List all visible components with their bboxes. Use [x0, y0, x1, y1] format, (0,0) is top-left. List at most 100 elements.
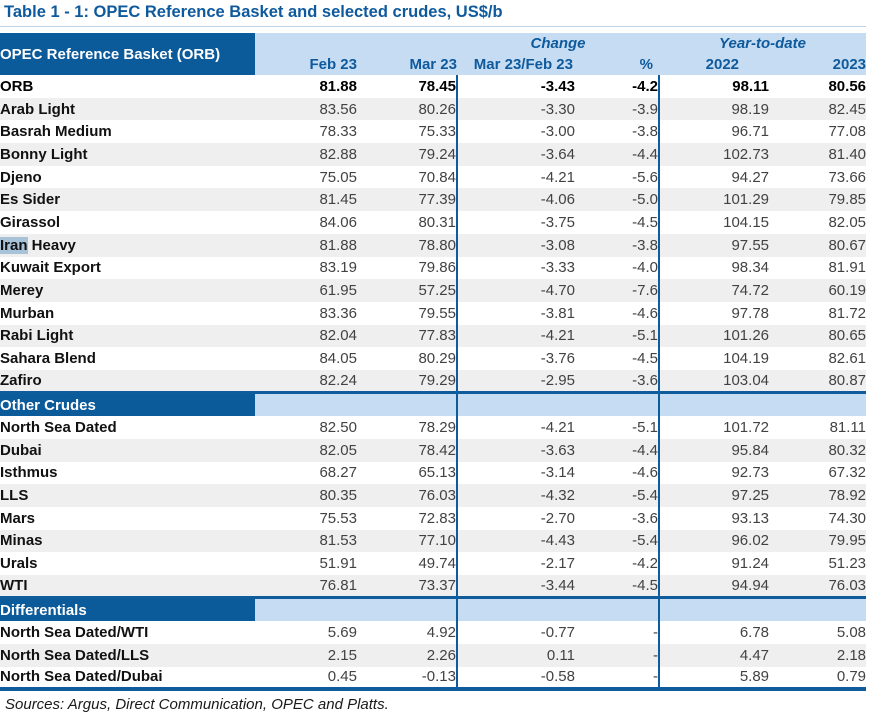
ytd-group-header: Year-to-date — [659, 33, 867, 54]
corner-header: OPEC Reference Basket (ORB) — [0, 33, 255, 75]
value-cell: 82.88 — [255, 143, 357, 166]
value-cell: 68.27 — [319, 464, 357, 482]
value-cell: 5.08 — [836, 623, 867, 641]
value-cell: -3.8 — [632, 123, 659, 141]
value-cell: 72.83 — [418, 509, 456, 527]
value-cell: 104.19 — [658, 347, 770, 370]
value-cell: -4.5 — [632, 350, 659, 368]
value-cell: 94.27 — [658, 165, 770, 189]
table-header: OPEC Reference Basket (ORB) Change Year-… — [0, 33, 867, 75]
value-cell: 2.18 — [769, 643, 867, 667]
value-cell: 101.29 — [658, 188, 770, 212]
section-fill-cell — [575, 391, 660, 417]
crude-label-cell: Kuwait Export — [0, 259, 101, 277]
value-cell: 101.72 — [658, 416, 770, 439]
value-cell: -5.1 — [575, 324, 660, 348]
value-cell: 77.08 — [828, 123, 867, 141]
value-cell: 103.04 — [658, 369, 770, 393]
value-cell: -4.21 — [456, 416, 575, 439]
value-cell: 91.24 — [658, 552, 770, 575]
value-cell: 80.32 — [769, 438, 867, 462]
value-cell: 74.72 — [658, 279, 770, 302]
value-cell: -3.8 — [575, 233, 660, 257]
table-row-es-sider: Es Sider 81.45 77.39 -4.06 -5.0 101.29 79.85 — [0, 188, 867, 212]
value-cell: 77.83 — [357, 324, 457, 348]
table-row-rabi-light: Rabi Light 82.04 77.83 -4.21 -5.1 101.26 80.65 — [0, 324, 867, 348]
value-cell: -3.00 — [456, 120, 575, 144]
value-cell: 5.89 — [658, 666, 770, 692]
value-cell: 82.50 — [319, 418, 357, 436]
value-cell: 78.45 — [418, 77, 456, 95]
value-cell: -3.64 — [456, 143, 575, 166]
section-fill-cell — [769, 391, 867, 417]
value-cell: -2.17 — [456, 552, 575, 575]
value-cell: 81.40 — [769, 143, 867, 166]
value-cell: 51.23 — [828, 555, 867, 573]
value-cell: 96.02 — [658, 529, 770, 553]
value-cell: 4.92 — [426, 623, 456, 641]
selected-text: Iran — [0, 236, 28, 254]
crude-label-cell: North Sea Dated/LLS — [0, 643, 255, 667]
table-row-isthmus: Isthmus 68.27 65.13 -3.14 -4.6 92.73 67.32 — [0, 461, 866, 485]
value-cell: 6.78 — [658, 621, 770, 644]
value-cell: 76.81 — [255, 574, 357, 598]
crude-label-cell: Es Sider — [0, 188, 255, 212]
table-row-kuwait-export: Kuwait Export 83.19 79.86 -3.33 -4.0 98.34 81.… — [0, 256, 867, 280]
crude-label-cell: Djeno — [0, 168, 42, 186]
value-cell: 82.05 — [255, 438, 357, 462]
value-cell: 5.69 — [327, 623, 357, 641]
value-cell: 82.61 — [828, 350, 867, 368]
table-row-merey: Merey 61.95 57.25 -4.70 -7.6 74.72 60.19 — [0, 279, 867, 302]
value-cell: 74.30 — [828, 509, 867, 527]
value-cell: 77.10 — [357, 529, 457, 553]
value-cell: 80.31 — [418, 213, 456, 231]
crude-label-cell: North Sea Dated/Dubai — [0, 666, 255, 692]
crude-label-cell: LLS — [0, 484, 255, 507]
table-row-iran-heavy: Iran Heavy 81.88 78.80 -3.08 -3.8 97.55 80.67 — [0, 233, 867, 257]
value-cell: -5.4 — [575, 529, 660, 553]
value-cell: 82.24 — [255, 369, 357, 393]
table-row-urals: Urals 51.91 49.74 -2.17 -4.2 91.24 51.23 — [0, 552, 866, 575]
value-cell: -4.5 — [632, 213, 659, 231]
value-cell: -5.6 — [632, 168, 659, 186]
crude-label-cell: Zafiro — [0, 369, 255, 393]
value-cell: 80.56 — [828, 77, 867, 95]
value-cell: 0.45 — [255, 666, 357, 692]
value-cell: 70.84 — [418, 168, 456, 186]
value-cell: - — [575, 666, 660, 692]
section-fill-cell — [769, 596, 867, 622]
value-cell: 81.91 — [828, 259, 867, 277]
section-fill-cell — [255, 391, 357, 417]
value-cell: 92.73 — [658, 461, 770, 485]
sources-note: Sources: Argus, Direct Communication, OP… — [5, 696, 389, 714]
table-row-bonny-light: Bonny Light 82.88 79.24 -3.64 -4.4 102.73 81.4… — [0, 143, 867, 166]
crude-label-cell: North Sea Dated — [0, 418, 117, 436]
section-row-differentials: Differentials — [0, 596, 867, 622]
value-cell: -4.2 — [632, 555, 659, 573]
section-fill-cell — [456, 596, 575, 622]
section-fill-cell — [255, 596, 357, 622]
value-cell: 98.19 — [658, 97, 770, 121]
value-cell: 82.05 — [828, 213, 867, 231]
value-cell: 0.79 — [769, 666, 867, 692]
table-row-orb: ORB 81.88 78.45 -3.43 -4.2 98.11 80.56 — [0, 75, 866, 98]
table-row-girassol: Girassol 84.06 80.31 -3.75 -4.5 104.15 82.05 — [0, 211, 866, 234]
value-cell: 81.88 — [319, 77, 357, 95]
crude-label-cell: Urals — [0, 555, 38, 573]
value-cell: 80.29 — [418, 350, 456, 368]
value-cell: 78.42 — [357, 438, 457, 462]
value-cell: 73.66 — [828, 168, 867, 186]
value-cell: - — [653, 623, 659, 641]
value-cell: 83.56 — [255, 97, 357, 121]
value-cell: 80.35 — [255, 484, 357, 507]
crude-label-cell: Basrah Medium — [0, 123, 112, 141]
value-cell: 4.47 — [658, 643, 770, 667]
value-cell: 83.19 — [319, 259, 357, 277]
value-cell: -3.43 — [456, 75, 575, 98]
value-cell: 81.11 — [829, 418, 867, 436]
value-cell: 80.26 — [357, 97, 457, 121]
value-cell: -3.33 — [456, 256, 575, 280]
table-row-north-sea-dated-wti: North Sea Dated/WTI 5.69 4.92 -0.77 -6.78 5.0… — [0, 621, 866, 644]
value-cell: -4.0 — [632, 259, 659, 277]
value-cell: 79.86 — [418, 259, 456, 277]
